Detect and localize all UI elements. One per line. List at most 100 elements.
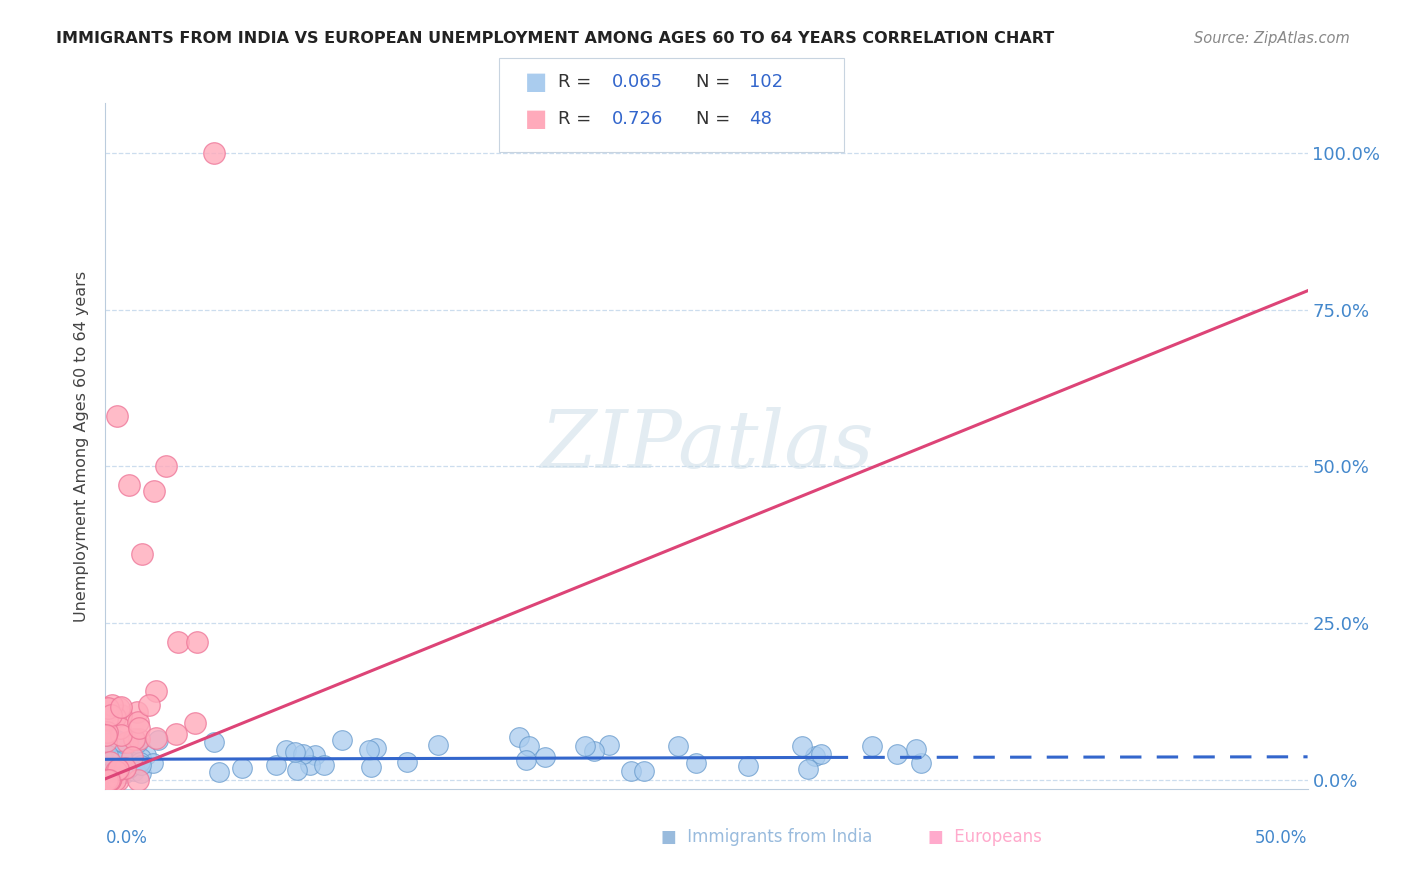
Point — [366, 741, 388, 756]
Point — [508, 730, 530, 744]
Point — [105, 758, 128, 772]
Point — [534, 750, 557, 764]
Text: 50.0%: 50.0% — [1256, 829, 1308, 847]
Text: 0.726: 0.726 — [612, 110, 664, 128]
Point — [103, 738, 125, 752]
Point — [127, 714, 149, 729]
Point — [94, 755, 117, 769]
Point — [125, 737, 148, 751]
Point — [128, 756, 150, 771]
Point — [276, 743, 298, 757]
Point — [142, 756, 165, 770]
Point — [330, 732, 353, 747]
Point — [96, 736, 118, 750]
Point — [108, 734, 131, 748]
Text: 48: 48 — [749, 110, 772, 128]
Point — [138, 698, 160, 712]
Point — [118, 761, 141, 775]
Point — [129, 758, 152, 772]
Point — [121, 750, 143, 764]
Point — [114, 763, 136, 777]
Point — [790, 739, 813, 753]
Point — [284, 744, 307, 758]
Point — [910, 756, 932, 770]
Point — [103, 743, 125, 757]
Point — [104, 734, 127, 748]
Point — [111, 750, 134, 764]
Point — [186, 635, 208, 649]
Point — [94, 733, 117, 747]
Point — [96, 736, 118, 750]
Point — [860, 739, 883, 753]
Point — [515, 753, 537, 767]
Point — [685, 756, 707, 770]
Point — [142, 484, 165, 499]
Text: IMMIGRANTS FROM INDIA VS EUROPEAN UNEMPLOYMENT AMONG AGES 60 TO 64 YEARS CORRELA: IMMIGRANTS FROM INDIA VS EUROPEAN UNEMPL… — [56, 31, 1054, 46]
Point — [96, 739, 118, 753]
Text: 0.0%: 0.0% — [105, 829, 148, 847]
Text: ■  Europeans: ■ Europeans — [928, 828, 1042, 846]
Point — [100, 756, 122, 771]
Text: ■: ■ — [524, 70, 547, 94]
Point — [360, 760, 382, 774]
Point — [165, 727, 187, 741]
Text: 102: 102 — [749, 73, 783, 91]
Text: ■: ■ — [524, 107, 547, 130]
Point — [115, 735, 138, 749]
Point — [100, 743, 122, 757]
Point — [98, 772, 121, 787]
Point — [127, 772, 149, 787]
Point — [804, 749, 827, 764]
Point — [112, 736, 135, 750]
Point — [100, 708, 122, 723]
Point — [108, 721, 131, 735]
Text: N =: N = — [696, 73, 735, 91]
Point — [122, 764, 145, 779]
Point — [97, 747, 120, 762]
Point — [104, 764, 127, 778]
Text: ■  Immigrants from India: ■ Immigrants from India — [661, 828, 872, 846]
Point — [122, 731, 145, 746]
Point — [96, 761, 118, 775]
Point — [266, 757, 288, 772]
Point — [107, 764, 129, 778]
Point — [304, 748, 326, 763]
Point — [620, 764, 643, 778]
Point — [287, 764, 309, 778]
Point — [128, 755, 150, 769]
Point — [166, 635, 188, 649]
Point — [97, 747, 120, 762]
Point — [101, 698, 124, 712]
Point — [124, 732, 146, 747]
Point — [96, 763, 118, 777]
Point — [202, 735, 225, 749]
Point — [101, 770, 124, 784]
Point — [110, 747, 132, 761]
Point — [94, 728, 117, 742]
Point — [104, 710, 127, 724]
Point — [96, 753, 118, 767]
Point — [395, 755, 418, 769]
Point — [98, 741, 121, 756]
Point — [312, 757, 335, 772]
Point — [633, 764, 655, 778]
Point — [97, 742, 120, 756]
Point — [94, 751, 117, 765]
Point — [574, 739, 596, 753]
Point — [107, 772, 129, 787]
Point — [96, 712, 118, 726]
Text: ZIPatlas: ZIPatlas — [540, 408, 873, 484]
Point — [94, 766, 117, 780]
Point — [231, 761, 253, 775]
Point — [103, 738, 125, 752]
Point — [94, 746, 117, 760]
Point — [598, 739, 620, 753]
Point — [129, 765, 152, 780]
Point — [145, 731, 167, 745]
Point — [114, 765, 136, 780]
Point — [103, 772, 125, 787]
Point — [184, 716, 207, 731]
Point — [103, 745, 125, 759]
Point — [129, 751, 152, 765]
Point — [357, 743, 380, 757]
